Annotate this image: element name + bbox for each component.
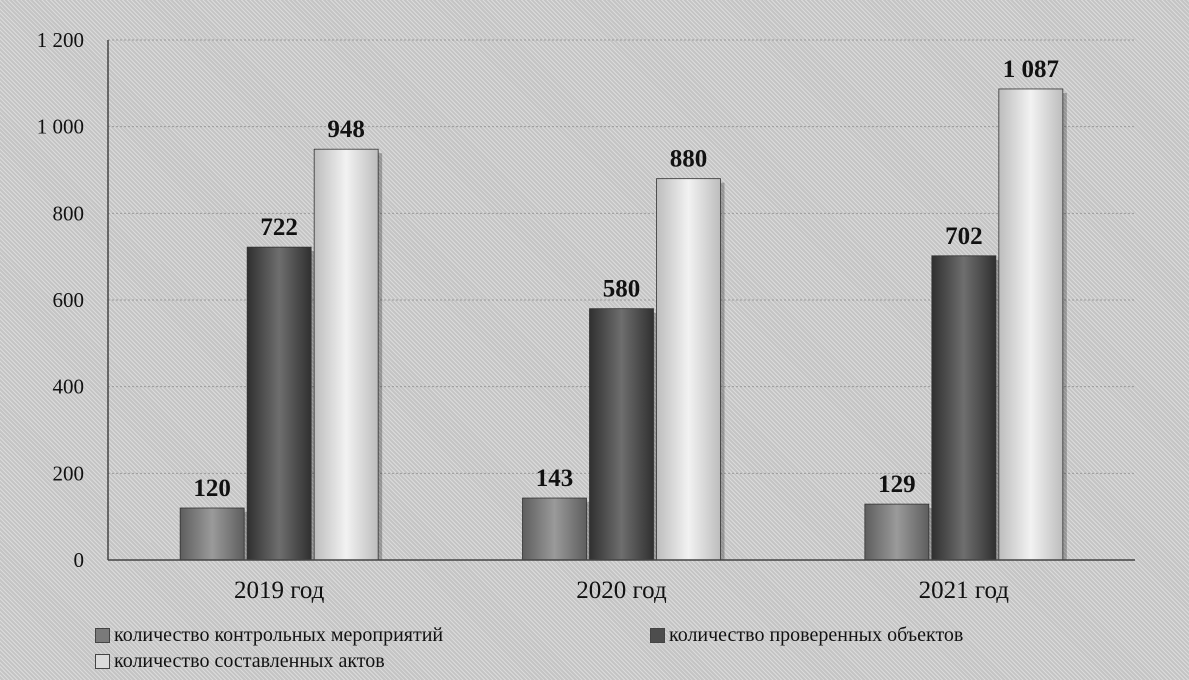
legend-item-checked-objects: количество проверенных объектов xyxy=(650,622,963,648)
data-label: 722 xyxy=(260,214,298,241)
legend-swatch xyxy=(650,627,665,643)
bar-chart: 0 200 400 600 800 1 000 1 200 120 722 948 143 580 8… xyxy=(37,28,1135,604)
bar xyxy=(656,178,721,561)
data-label: 120 xyxy=(193,475,231,502)
x-category-label: 2019 год xyxy=(234,577,325,604)
legend-swatch xyxy=(95,653,110,669)
y-axis: 0 200 400 600 800 1 000 1 200 xyxy=(37,28,109,572)
bar xyxy=(589,308,654,561)
legend-label: количество проверенных объектов xyxy=(669,624,964,646)
y-tick-label: 400 xyxy=(53,375,85,399)
x-category-label: 2021 год xyxy=(919,577,1010,604)
bar xyxy=(931,255,997,561)
y-tick-label: 600 xyxy=(53,288,85,312)
data-label: 580 xyxy=(603,276,641,303)
y-tick-label: 200 xyxy=(53,461,85,485)
bars xyxy=(179,88,1067,561)
x-category-label: 2020 год xyxy=(576,577,667,604)
data-label: 948 xyxy=(327,116,365,143)
bar xyxy=(998,88,1064,561)
bar xyxy=(864,503,930,561)
y-tick-label: 800 xyxy=(53,201,85,225)
bar xyxy=(179,507,245,561)
bar xyxy=(313,148,379,561)
y-tick-label: 0 xyxy=(74,548,85,572)
data-labels: 120 722 948 143 580 880 129 702 1 087 xyxy=(193,56,1059,502)
data-label: 143 xyxy=(536,465,574,492)
legend-label: количество контрольных мероприятий xyxy=(114,624,444,646)
legend-label: количество составленных актов xyxy=(114,650,385,672)
data-label: 702 xyxy=(945,223,983,250)
data-label: 1 087 xyxy=(1003,56,1059,83)
data-label: 129 xyxy=(878,471,916,498)
bar xyxy=(246,246,312,561)
legend-item-control-events: количество контрольных мероприятий xyxy=(95,622,443,648)
x-axis: 2019 год 2020 год 2021 год xyxy=(108,559,1135,604)
y-tick-label: 1 000 xyxy=(37,115,84,139)
legend-swatch xyxy=(95,627,110,643)
legend-item-acts: количество составленных актов xyxy=(95,648,385,674)
data-label: 880 xyxy=(670,146,708,173)
bar xyxy=(522,497,587,561)
y-tick-label: 1 200 xyxy=(37,28,84,52)
